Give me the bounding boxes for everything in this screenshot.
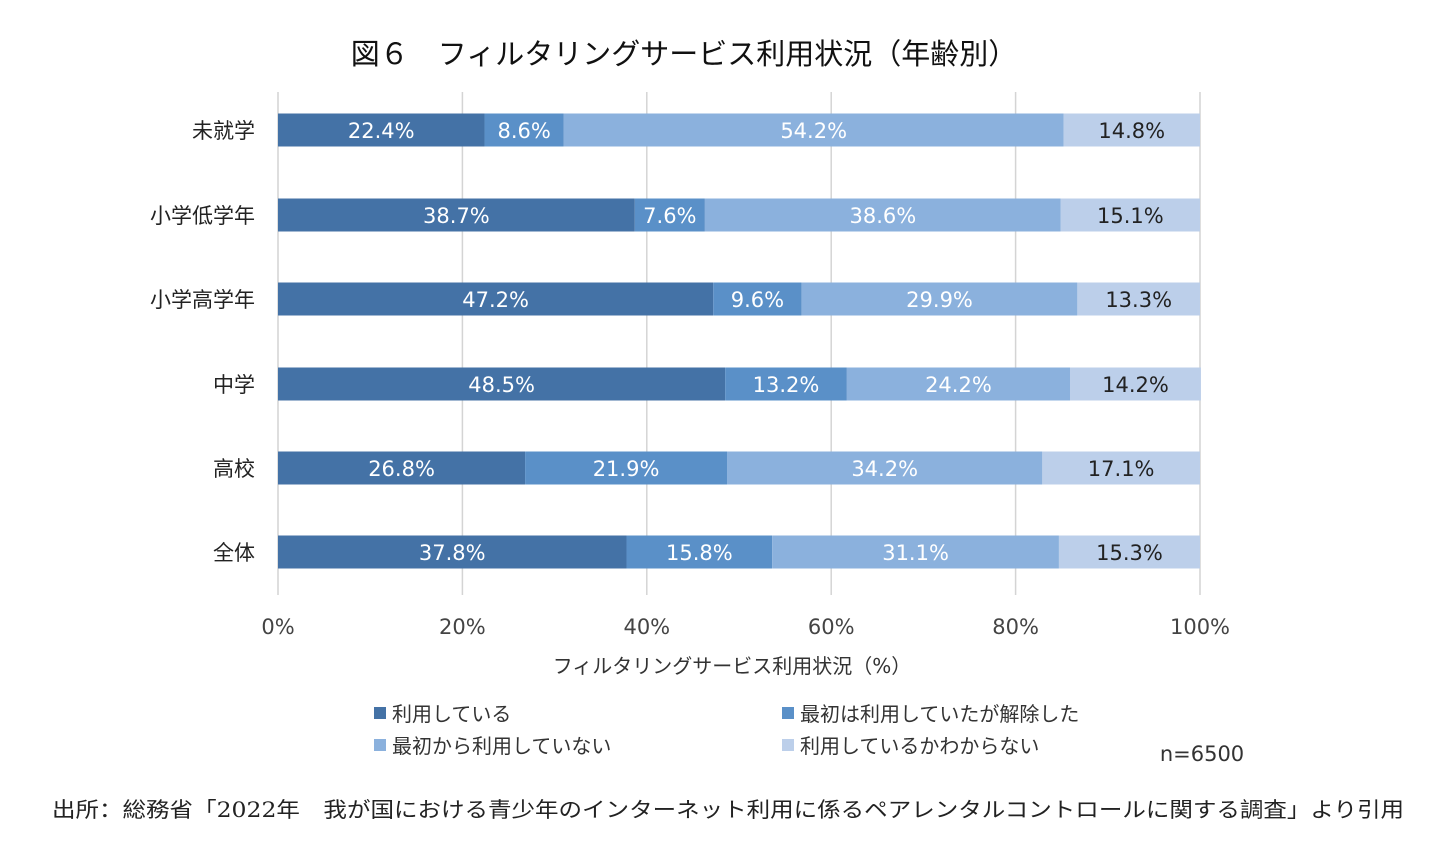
- bar-segment: [727, 451, 1043, 485]
- bar-segment: [1077, 282, 1200, 316]
- legend-label: 利用しているかわからない: [800, 734, 1039, 758]
- bar-segment: [278, 282, 714, 316]
- data-label: 38.6%: [849, 204, 916, 228]
- data-label: 22.4%: [348, 119, 415, 143]
- data-label: 34.2%: [851, 457, 918, 481]
- source-note: 出所：総務省「2022年 我が国における青少年のインターネット利用に係るペアレン…: [52, 798, 1404, 822]
- x-tick-label: 20%: [439, 615, 486, 639]
- legend-swatch: [374, 707, 386, 719]
- bar-segment: [278, 113, 485, 147]
- bar-segment: [278, 367, 726, 401]
- bar-segment: [713, 282, 802, 316]
- bar-segment: [704, 198, 1061, 232]
- data-label: 21.9%: [593, 457, 660, 481]
- legend-label: 最初から利用していない: [392, 734, 611, 758]
- bar-segment: [1058, 535, 1200, 569]
- bar-segment: [1069, 367, 1201, 401]
- bar-segment: [1063, 113, 1200, 147]
- data-label: 37.8%: [419, 541, 486, 565]
- data-label: 24.2%: [925, 373, 992, 397]
- legend-item: 利用している: [374, 702, 511, 726]
- data-label: 54.2%: [780, 119, 847, 143]
- data-label: 7.6%: [643, 204, 696, 228]
- data-label: 26.8%: [368, 457, 435, 481]
- bar-segment: [772, 535, 1059, 569]
- bar-segment: [563, 113, 1064, 147]
- data-label: 14.2%: [1102, 373, 1169, 397]
- category-label: 高校: [213, 457, 255, 481]
- data-label: 8.6%: [497, 119, 550, 143]
- legend-swatch: [782, 739, 794, 751]
- data-label: 17.1%: [1088, 457, 1155, 481]
- category-label: 全体: [213, 541, 255, 565]
- category-label: 小学低学年: [150, 204, 255, 228]
- bar-segment: [525, 451, 728, 485]
- bar-segment: [278, 198, 635, 232]
- bar-segment: [725, 367, 847, 401]
- bar-segment: [1042, 451, 1200, 485]
- legend-label: 利用している: [392, 702, 511, 726]
- data-label: 47.2%: [462, 288, 529, 312]
- x-axis-title: フィルタリングサービス利用状況（%）: [553, 654, 912, 678]
- legend-item: 最初から利用していない: [374, 734, 611, 758]
- x-tick-label: 40%: [623, 615, 670, 639]
- data-label: 15.3%: [1096, 541, 1163, 565]
- data-label: 29.9%: [906, 288, 973, 312]
- category-label: 小学高学年: [150, 288, 255, 312]
- bar-segment: [626, 535, 773, 569]
- x-tick-label: 0%: [261, 615, 294, 639]
- bar-segment: [278, 451, 526, 485]
- legend-item: 利用しているかわからない: [782, 734, 1039, 758]
- bar-segment: [846, 367, 1070, 401]
- bar-segment: [484, 113, 564, 147]
- data-label: 15.1%: [1097, 204, 1164, 228]
- data-label: 15.8%: [666, 541, 733, 565]
- legend-label: 最初は利用していたが解除した: [800, 702, 1079, 726]
- chart-title: 図６ フィルタリングサービス利用状況（年齢別）: [351, 37, 1017, 71]
- data-label: 9.6%: [731, 288, 784, 312]
- sample-note: n=6500: [1160, 742, 1244, 766]
- legend-swatch: [782, 707, 794, 719]
- x-tick-label: 80%: [992, 615, 1039, 639]
- category-label: 中学: [213, 373, 255, 397]
- legend-item: 最初は利用していたが解除した: [782, 702, 1079, 726]
- data-label: 48.5%: [468, 373, 535, 397]
- category-label: 未就学: [192, 119, 255, 143]
- data-label: 13.3%: [1105, 288, 1172, 312]
- x-tick-label: 60%: [808, 615, 855, 639]
- legend-swatch: [374, 739, 386, 751]
- data-label: 31.1%: [882, 541, 949, 565]
- bar-segment: [801, 282, 1078, 316]
- data-label: 14.8%: [1098, 119, 1165, 143]
- data-label: 13.2%: [753, 373, 820, 397]
- bar-segment: [278, 535, 627, 569]
- bar-segment: [634, 198, 705, 232]
- x-tick-label: 100%: [1170, 615, 1230, 639]
- bar-segment: [1060, 198, 1200, 232]
- data-label: 38.7%: [423, 204, 490, 228]
